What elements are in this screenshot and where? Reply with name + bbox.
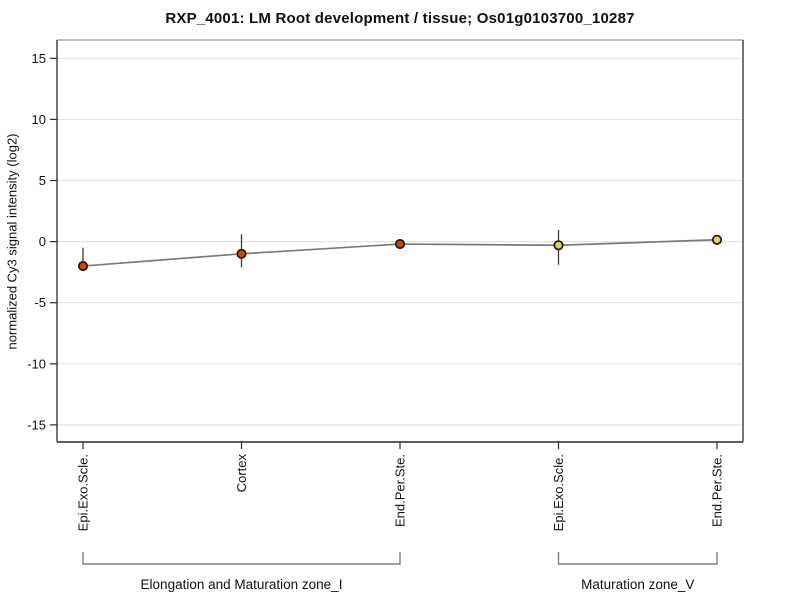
group-label: Elongation and Maturation zone_I [141, 577, 343, 592]
y-axis-tick-label: 0 [39, 234, 46, 249]
y-axis-tick-label: -5 [34, 295, 46, 310]
y-axis-tick-label: 10 [32, 112, 46, 127]
x-axis-category-label: End.Per.Ste. [710, 454, 725, 527]
y-axis-tick-label: 5 [39, 173, 46, 188]
data-point-marker [394, 239, 406, 250]
data-point-marker [236, 248, 247, 259]
x-axis-category-label: Epi.Exo.Scle. [76, 454, 91, 531]
y-axis-tick-label: -15 [27, 417, 46, 432]
data-point-marker [77, 260, 89, 272]
y-axis-tick-label: 15 [32, 51, 46, 66]
y-axis-tick-label: -10 [27, 356, 46, 371]
chart-title: RXP_4001: LM Root development / tissue; … [165, 10, 635, 27]
data-point-marker [553, 240, 564, 251]
x-axis-category-label: Epi.Exo.Scle. [551, 454, 566, 531]
group-bracket [557, 552, 718, 565]
data-point-marker [711, 234, 723, 245]
x-axis-category-label: End.Per.Ste. [393, 454, 408, 527]
group-bracket [82, 552, 401, 565]
x-axis-category-label: Cortex [234, 454, 249, 493]
group-label: Maturation zone_V [581, 577, 694, 592]
